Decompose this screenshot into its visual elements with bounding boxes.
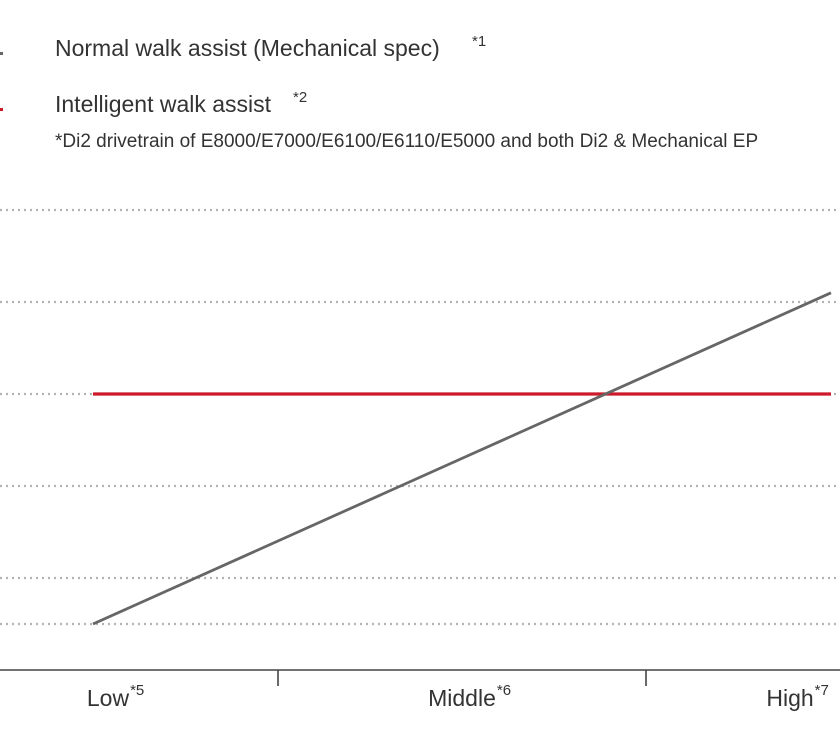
x-tick-label-middle: Middle *6 [428, 682, 511, 711]
x-tick-label-text: Low [87, 685, 130, 711]
svg-text:Normal walk assist (Mechanical: Normal walk assist (Mechanical spec) [55, 35, 440, 61]
legend-swatch-normal [0, 52, 3, 55]
x-axis [0, 669, 840, 686]
x-tick-label-note: *7 [815, 682, 829, 699]
legend-note-normal: *1 [472, 33, 486, 50]
x-tick-label-text: Middle [428, 685, 496, 711]
footnote: *Di2 drivetrain of E8000/E7000/E6100/E61… [55, 131, 758, 152]
x-tick-label-note: *6 [497, 682, 511, 699]
legend-label-normal: Normal walk assist (Mechanical spec) [55, 35, 440, 61]
x-tick-label-high: High *7 [766, 682, 829, 711]
legend-swatch-intelligent [0, 108, 3, 111]
legend-item-intelligent: Intelligent walk assist *2 [0, 89, 307, 117]
x-tick-label-note: *5 [130, 682, 144, 699]
x-tick-label-text: High [766, 685, 813, 711]
x-tick-labels: Low *5 Middle *6 High *7 [87, 682, 829, 711]
svg-text:Intelligent walk assist: Intelligent walk assist [55, 91, 272, 117]
series-layer [92, 291, 832, 626]
legend-item-normal: Normal walk assist (Mechanical spec) *1 [0, 33, 486, 61]
series-line-normal [92, 291, 832, 626]
legend-label-intelligent: Intelligent walk assist [55, 91, 272, 117]
legend: Normal walk assist (Mechanical spec) *1 … [0, 33, 758, 152]
legend-note-intelligent: *2 [293, 89, 307, 106]
x-tick-label-low: Low *5 [87, 682, 144, 711]
grid-layer [0, 208, 840, 626]
